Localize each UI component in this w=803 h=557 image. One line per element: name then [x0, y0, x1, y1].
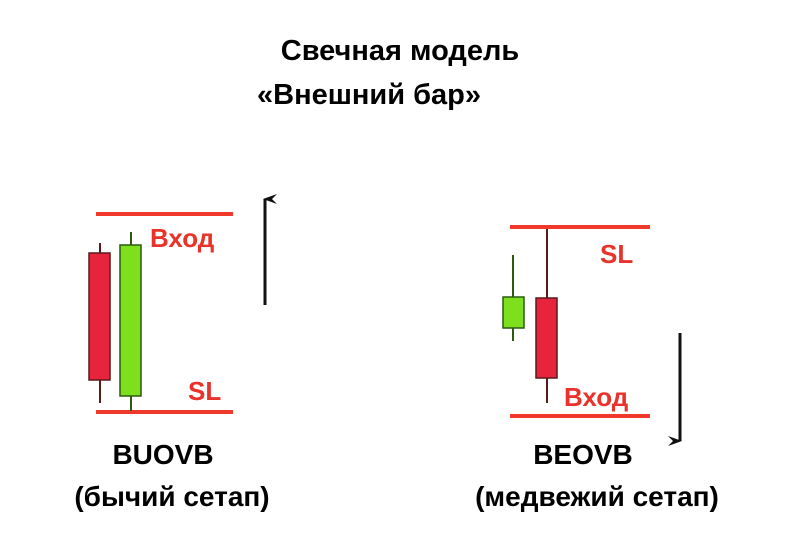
entry-label: Вход [150, 223, 215, 253]
setup-subtitle: (медвежий сетап) [475, 481, 719, 512]
bull-candle-body [502, 296, 525, 329]
title-line-2: «Внешний бар» [257, 79, 481, 111]
bullish-setup: Вход SL BUOVB (бычий сетап) [74, 194, 277, 512]
setup-subtitle: (бычий сетап) [74, 481, 269, 512]
bull-candle-body [119, 244, 142, 397]
setup-name: BUOVB [112, 439, 213, 470]
sl-label: SL [600, 239, 633, 269]
sl-label: SL [188, 376, 221, 406]
entry-label: Вход [564, 382, 629, 412]
bearish-setup: SL Вход BEOVB (медвежий сетап) [475, 225, 719, 512]
bear-candle-body [88, 252, 111, 381]
bear-candle-body [535, 297, 558, 379]
title-line-1: Свечная модель [281, 35, 519, 67]
setup-name: BEOVB [533, 439, 633, 470]
